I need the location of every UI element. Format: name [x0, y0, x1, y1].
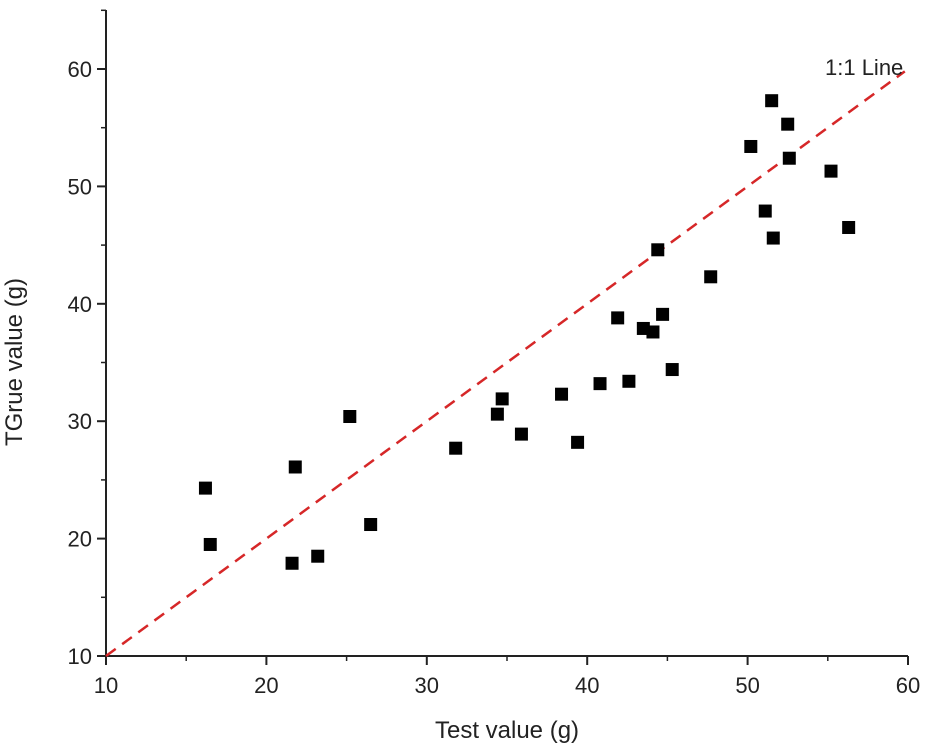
data-point: [842, 220, 856, 234]
data-point: [765, 94, 779, 108]
data-point: [514, 427, 528, 441]
data-point: [704, 270, 718, 284]
y-tick-label: 50: [68, 174, 92, 199]
data-point: [311, 549, 325, 563]
x-tick-label: 30: [415, 673, 439, 698]
data-point: [656, 307, 670, 321]
y-tick-label: 40: [68, 292, 92, 317]
data-point: [758, 204, 772, 218]
data-point: [449, 441, 463, 455]
y-tick-label: 10: [68, 644, 92, 669]
data-point: [593, 377, 607, 391]
x-axis-label: Test value (g): [435, 717, 579, 744]
data-point: [198, 481, 212, 495]
data-point: [571, 435, 585, 449]
x-tick-label: 10: [94, 673, 118, 698]
data-point: [782, 151, 796, 165]
y-tick-label: 60: [68, 57, 92, 82]
data-point: [203, 537, 217, 551]
data-point: [824, 164, 838, 178]
one-to-one-line: [105, 70, 906, 658]
x-tick-label: 50: [735, 673, 759, 698]
y-tick-label: 30: [68, 409, 92, 434]
data-point: [364, 518, 378, 532]
data-points: [198, 94, 856, 570]
data-point: [288, 460, 302, 474]
data-point: [766, 231, 780, 245]
y-tick-label: 20: [68, 527, 92, 552]
axes: [105, 10, 908, 657]
y-axis-label: TGrue value (g): [1, 278, 28, 446]
data-point: [490, 407, 504, 421]
data-point: [495, 392, 509, 406]
ticks: 10 20 30 40 50 60 10 20 30 40 50 60: [68, 9, 920, 698]
data-point: [781, 117, 795, 131]
data-point: [611, 311, 625, 325]
data-point: [622, 374, 636, 388]
x-tick-label: 60: [896, 673, 920, 698]
one-to-one-line-label: 1:1 Line: [825, 55, 903, 80]
data-point: [665, 363, 679, 377]
data-point: [744, 139, 758, 153]
data-point: [651, 243, 665, 257]
data-point: [285, 556, 299, 570]
data-point: [343, 410, 357, 424]
data-point: [555, 387, 569, 401]
x-tick-label: 40: [575, 673, 599, 698]
x-tick-label: 20: [254, 673, 278, 698]
data-point: [646, 325, 660, 339]
